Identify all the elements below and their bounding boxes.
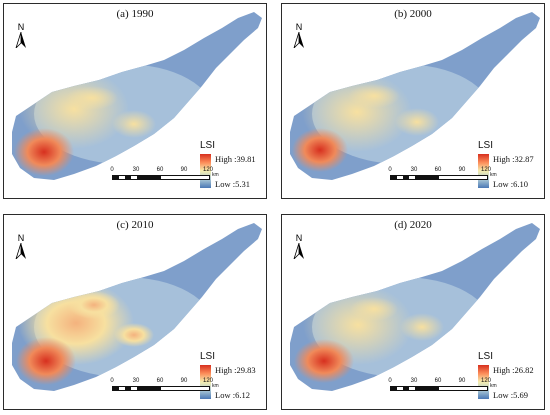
map-panel-2020: (d) 2020 N LSI High :26.82 Low :5.69 0 3… [281, 214, 545, 410]
scale-tick: 90 [458, 167, 466, 173]
scale-bar: 0 30 60 90 120 km [388, 378, 502, 391]
scale-tick: 120 [480, 378, 492, 384]
north-arrow: N [14, 233, 28, 261]
scale-tick: 120 [480, 167, 492, 173]
legend-color-ramp [478, 154, 489, 188]
panel-title: (a) 1990 [116, 8, 154, 20]
legend: LSI High :32.87 Low :6.10 [478, 140, 544, 190]
legend-color-ramp [200, 365, 211, 399]
scale-tick: 90 [180, 167, 188, 173]
lsi-map [12, 12, 262, 180]
scale-bar: 0 30 60 90 120 km [110, 167, 224, 180]
legend-title: LSI [478, 140, 494, 151]
scale-unit: km [212, 172, 219, 178]
scale-bar-graphic [112, 175, 210, 180]
scale-tick: 90 [458, 378, 466, 384]
scale-tick: 0 [110, 378, 114, 384]
legend-low: Low :6.10 [493, 179, 528, 189]
legend-high: High :32.87 [493, 154, 534, 164]
legend-title: LSI [200, 351, 216, 362]
scale-unit: km [490, 383, 497, 389]
legend-low: Low :6.12 [215, 390, 250, 400]
legend-color-ramp [478, 365, 489, 399]
panel-title: (c) 2010 [116, 219, 154, 231]
legend-title: LSI [200, 140, 216, 151]
scale-tick: 120 [202, 167, 214, 173]
scale-tick: 0 [388, 378, 392, 384]
lsi-map [12, 223, 262, 391]
north-arrow-icon [15, 31, 26, 49]
scale-tick: 0 [388, 167, 392, 173]
panel-title: (d) 2020 [394, 219, 432, 231]
scale-tick: 60 [434, 378, 442, 384]
north-label: N [295, 233, 303, 243]
panel-title: (b) 2000 [394, 8, 432, 20]
map-panel-2010: (c) 2010 N LSI High :29.83 Low :6.12 0 3… [3, 214, 267, 410]
scale-tick: 120 [202, 378, 214, 384]
legend-color-ramp [200, 154, 211, 188]
legend-high: High :29.83 [215, 365, 256, 375]
north-arrow: N [292, 22, 306, 50]
scale-labels: 0 30 60 90 120 [388, 378, 502, 386]
scale-bar: 0 30 60 90 120 km [110, 378, 224, 391]
map-panel-2000: (b) 2000 N LSI High :32.87 Low :6.10 0 3… [281, 3, 545, 199]
legend-low: Low :5.69 [493, 390, 528, 400]
north-label: N [17, 233, 25, 243]
scale-tick: 0 [110, 167, 114, 173]
north-label: N [295, 22, 303, 32]
north-arrow-icon [293, 242, 304, 260]
lsi-map [290, 12, 540, 180]
legend-high: High :26.82 [493, 365, 534, 375]
scale-labels: 0 30 60 90 120 [388, 167, 502, 175]
scale-tick: 60 [156, 378, 164, 384]
scale-bar-graphic [390, 386, 488, 391]
scale-bar-graphic [390, 175, 488, 180]
scale-tick: 30 [132, 167, 140, 173]
north-arrow: N [292, 233, 306, 261]
scale-unit: km [212, 383, 219, 389]
north-arrow: N [14, 22, 28, 50]
legend-high: High :39.81 [215, 154, 256, 164]
scale-tick: 60 [434, 167, 442, 173]
scale-tick: 30 [132, 378, 140, 384]
legend: LSI High :39.81 Low :5.31 [200, 140, 266, 190]
north-arrow-icon [15, 242, 26, 260]
north-label: N [17, 22, 25, 32]
legend: LSI High :29.83 Low :6.12 [200, 351, 266, 401]
scale-labels: 0 30 60 90 120 [110, 378, 224, 386]
scale-bar-graphic [112, 386, 210, 391]
legend-title: LSI [478, 351, 494, 362]
lsi-map [290, 223, 540, 391]
map-panel-1990: (a) 1990 N LSI High :39.81 Low :5.31 0 3… [3, 3, 267, 199]
scale-tick: 60 [156, 167, 164, 173]
scale-labels: 0 30 60 90 120 [110, 167, 224, 175]
scale-tick: 30 [410, 167, 418, 173]
scale-unit: km [490, 172, 497, 178]
scale-tick: 30 [410, 378, 418, 384]
scale-tick: 90 [180, 378, 188, 384]
north-arrow-icon [293, 31, 304, 49]
legend-low: Low :5.31 [215, 179, 250, 189]
legend: LSI High :26.82 Low :5.69 [478, 351, 544, 401]
scale-bar: 0 30 60 90 120 km [388, 167, 502, 180]
